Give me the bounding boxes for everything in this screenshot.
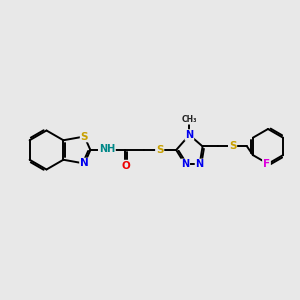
Text: N: N [185,130,194,140]
Text: O: O [121,160,130,171]
Text: S: S [229,141,236,152]
Text: S: S [81,131,88,142]
Text: NH: NH [99,144,115,154]
Text: S: S [156,145,164,155]
Text: N: N [181,159,189,170]
Text: N: N [196,159,204,170]
Text: F: F [263,159,270,169]
Text: N: N [80,158,89,169]
Text: CH₃: CH₃ [182,115,197,124]
